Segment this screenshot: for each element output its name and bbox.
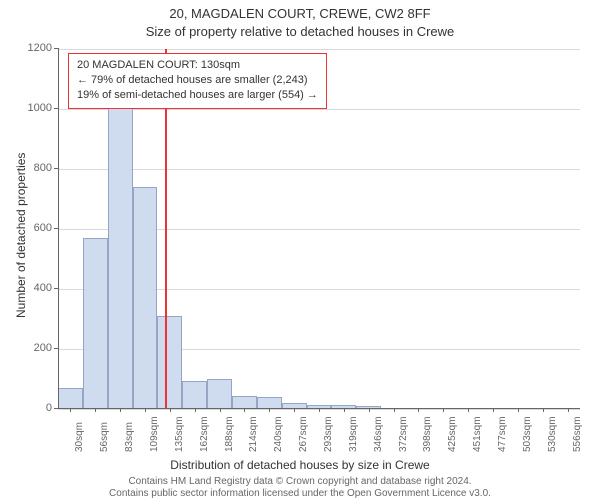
callout-line-3: 19% of semi-detached houses are larger (… [77,88,318,103]
plot-inner: 20 MAGDALEN COURT: 130sqm← 79% of detach… [58,49,580,409]
y-tick-label: 800 [12,162,52,174]
x-tick-mark [70,408,71,412]
x-tick-mark [145,408,146,412]
x-tick-mark [344,408,345,412]
y-tick-mark [54,408,58,409]
y-tick-label: 0 [12,402,52,414]
x-tick-label: 30sqm [74,422,85,452]
y-tick-label: 200 [12,342,52,354]
x-tick-mark [443,408,444,412]
x-tick-label: 162sqm [199,416,210,452]
x-tick-mark [418,408,419,412]
y-tick-label: 600 [12,222,52,234]
x-tick-label: 135sqm [174,416,185,452]
histogram-bar [83,238,108,409]
x-tick-mark [518,408,519,412]
plot-area: 20 MAGDALEN COURT: 130sqm← 79% of detach… [58,48,580,409]
x-tick-mark [369,408,370,412]
x-tick-label: 293sqm [323,416,334,452]
histogram-bar [157,316,182,409]
gridline [58,109,580,110]
x-axis-label: Distribution of detached houses by size … [0,458,600,472]
x-tick-label: 109sqm [149,416,160,452]
histogram-bar [58,388,83,409]
y-tick-mark [54,288,58,289]
x-tick-mark [170,408,171,412]
x-tick-mark [493,408,494,412]
footer-line-1: Contains HM Land Registry data © Crown c… [0,476,600,487]
callout-box: 20 MAGDALEN COURT: 130sqm← 79% of detach… [68,53,327,109]
gridline [58,169,580,170]
x-tick-mark [319,408,320,412]
y-tick-label: 1200 [12,42,52,54]
y-tick-mark [54,168,58,169]
x-tick-label: 319sqm [348,416,359,452]
y-tick-label: 400 [12,282,52,294]
x-tick-mark [120,408,121,412]
y-tick-mark [54,108,58,109]
x-tick-label: 214sqm [248,416,259,452]
x-tick-mark [394,408,395,412]
x-tick-label: 503sqm [522,416,533,452]
x-tick-mark [244,408,245,412]
y-tick-mark [54,48,58,49]
x-tick-label: 451sqm [472,416,483,452]
x-tick-label: 477sqm [497,416,508,452]
footer-line-2: Contains public sector information licen… [0,488,600,499]
histogram-bar [108,99,133,410]
x-tick-mark [568,408,569,412]
gridline [58,49,580,50]
x-tick-label: 425sqm [447,416,458,452]
y-tick-mark [54,228,58,229]
x-tick-label: 346sqm [373,416,384,452]
x-tick-label: 398sqm [422,416,433,452]
x-tick-mark [95,408,96,412]
callout-line-2: ← 79% of detached houses are smaller (2,… [77,73,318,88]
histogram-bar [133,187,158,409]
chart-title-sub: Size of property relative to detached ho… [0,24,600,39]
histogram-bar [207,379,232,409]
callout-line-1: 20 MAGDALEN COURT: 130sqm [77,58,318,73]
y-tick-label: 1000 [12,102,52,114]
x-tick-label: 56sqm [99,422,110,452]
y-axis-line [58,48,59,408]
x-tick-mark [294,408,295,412]
x-tick-mark [195,408,196,412]
x-tick-label: 188sqm [224,416,235,452]
x-tick-mark [468,408,469,412]
chart-container: { "titles": { "main": "20, MAGDALEN COUR… [0,0,600,500]
histogram-bar [232,396,257,410]
chart-title-main: 20, MAGDALEN COURT, CREWE, CW2 8FF [0,6,600,21]
histogram-bar [182,381,207,410]
x-tick-label: 267sqm [298,416,309,452]
x-tick-mark [220,408,221,412]
y-tick-mark [54,348,58,349]
x-tick-label: 372sqm [398,416,409,452]
x-tick-label: 83sqm [124,422,135,452]
x-tick-label: 556sqm [572,416,583,452]
x-tick-mark [543,408,544,412]
x-tick-label: 530sqm [547,416,558,452]
x-tick-label: 240sqm [273,416,284,452]
x-tick-mark [269,408,270,412]
